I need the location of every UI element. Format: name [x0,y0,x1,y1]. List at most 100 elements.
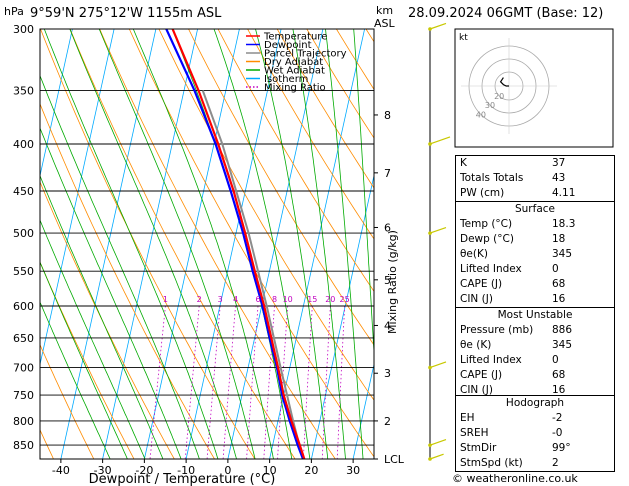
dry-adiabat-line [0,0,36,486]
legend-label: Parcel Trajectory [264,49,347,60]
isotherm-line [352,362,374,459]
sounding-profiles [165,29,306,459]
temperature-axis: -40 -30 -20 -10 0 10 20 30 [52,459,360,477]
indices-panel: K 37 Totals Totals 43 PW (cm) 4.11 [455,155,615,202]
mu-row: CAPE (J) 68 [456,368,614,383]
isotherm-line [102,29,198,459]
isotherm-line [185,29,282,459]
mixing-ratio-label: 8 [272,295,277,304]
asl-label: ASL [374,17,395,30]
wind-barb [429,226,447,234]
index-row: K 37 [456,156,614,171]
index-label: PW (cm) [460,187,505,199]
hodograph-ring-label: 40 [476,111,486,120]
plot-frame [39,28,375,460]
surface-label: CIN (J) [460,293,493,305]
temperature-tick-label: 0 [224,464,231,477]
temperature-tick-label: -30 [94,464,112,477]
surface-row: θe(K) 345 [456,247,614,262]
legend-label: Mixing Ratio [264,83,326,94]
dry-adiabat-line [40,428,54,459]
index-value: 4.11 [552,187,576,199]
dry-adiabat-line [40,102,215,459]
km-tick-label: 4 [384,320,391,333]
surface-label: Temp (°C) [460,218,513,230]
hodograph-table-title: Hodograph [505,397,565,409]
km-tick-label: 7 [384,167,391,180]
dry-adiabat-line [247,29,374,240]
mixing-ratio-label: 25 [340,295,350,304]
wind-barbs [428,22,451,461]
mu-row: θe (K) 345 [456,338,614,353]
mixing-ratio-line [263,305,275,459]
most-unstable-title: Most Unstable [497,309,573,321]
mu-label: CAPE (J) [460,369,503,381]
hodo-row: EH -2 [456,411,614,426]
wet-adiabat-line [40,261,128,459]
dry-adiabat-line [306,29,374,139]
mu-label: θe (K) [460,339,492,351]
legend-label: Dewpoint [264,40,312,51]
wet-adiabat-line [69,29,237,459]
temperature-tick-label: 10 [263,464,277,477]
mixing-ratio-line [149,305,166,459]
index-row: PW (cm) 4.11 [456,186,614,201]
km-tick-label: 5 [384,274,391,287]
surface-value: 16 [552,293,566,305]
pressure-tick-label: 750 [13,389,34,402]
copyright-text: © weatheronline.co.uk [452,472,578,485]
dry-adiabat-line [276,29,374,189]
mixing-ratio-label: 10 [283,295,293,304]
wind-barb [429,361,447,369]
hodo-label: StmSpd (kt) [460,457,523,469]
mixing-ratio-line [246,305,259,459]
legend-label: Isotherm [264,74,308,85]
hodograph-trace [499,77,509,87]
surface-value: 0 [552,263,559,275]
dry-adiabat-line [40,343,95,459]
surface-value: 345 [552,248,573,260]
hodograph-frame [454,28,614,148]
pressure-grid [40,29,374,446]
km-label: km [376,4,394,17]
pressure-tick-label: 650 [13,332,34,345]
mixing-ratio-line [222,305,236,459]
surface-value: 18.3 [552,218,576,230]
hodograph-table-panel: Hodograph EH -2 SREH -0 StmDir 99° StmSpd (… [455,395,615,472]
date-title: 28.09.2024 06GMT (Base: 12) [408,6,604,21]
legend-label: Dry Adiabat [264,57,323,68]
wet-adiabat-lines [40,29,374,459]
surface-panel: Surface Temp (°C) 18.3 Dewp (°C) 18 θe(K) 3… [455,201,615,308]
temperature-tick-label: -20 [135,464,153,477]
km-tick-label: 2 [384,415,391,428]
surface-row: CAPE (J) 68 [456,277,614,292]
hodo-row: StmSpd (kt) 2 [456,456,614,471]
mixing-ratio-line [184,305,200,459]
wind-barb [429,22,447,30]
pressure-tick-label: 850 [13,439,34,452]
pressure-tick-label: 300 [13,23,34,36]
km-tick-label: 8 [384,109,391,122]
pressure-tick-label: 400 [13,138,34,151]
temperature-tick-label: -40 [52,464,70,477]
dry-adiabat-line [40,261,135,459]
km-axis: 8 7 6 5 4 3 2 LCL [374,109,405,466]
mu-row: Lifted Index 0 [456,353,614,368]
pressure-axis: 300 350 400 450 500 550 600 650 700 750 800 850 [13,23,34,452]
wet-adiabat-line [353,29,374,359]
index-label: K [460,157,467,169]
wet-adiabat-line [40,219,146,459]
pressure-tick-label: 700 [13,362,34,375]
dry-adiabat-line [335,29,374,91]
index-label: Totals Totals [460,172,524,184]
mixing-ratio-axis-title: Mixing Ratio (g/kg) [386,230,399,334]
isotherm-line [40,29,73,178]
mu-value: 68 [552,369,566,381]
mixing-ratio-label: 20 [325,295,335,304]
mu-value: 886 [552,324,573,336]
wet-adiabat-line [40,174,164,459]
pressure-tick-label: 500 [13,227,34,240]
surface-row: Dewp (°C) 18 [456,232,614,247]
hodo-value: 2 [552,457,559,469]
wind-barb [429,136,451,145]
